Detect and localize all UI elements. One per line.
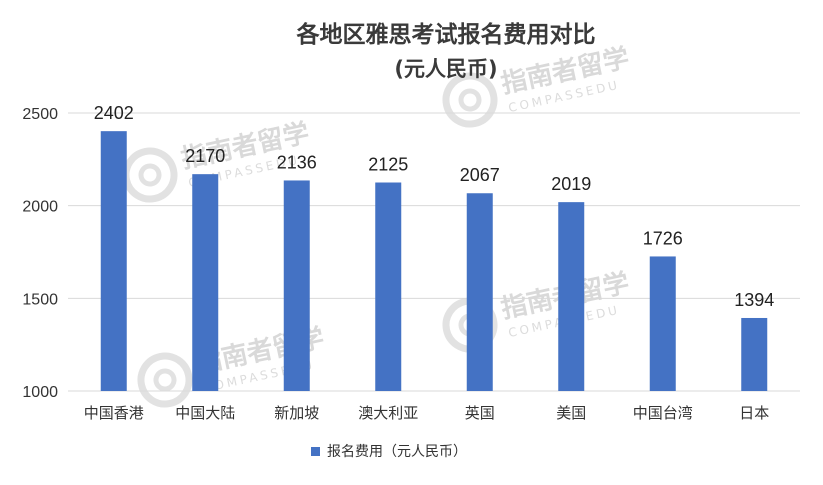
data-labels-group: 2402 2170 2136 2125 2067 2019 1726 1394 [94,103,775,310]
chart-title: 各地区雅思考试报名费用对比 [296,21,596,48]
x-category-label: 中国大陆 [175,404,235,422]
bar [375,182,402,391]
x-category-label: 英国 [465,404,495,422]
y-tick-label: 1500 [22,291,58,308]
y-axis-ticks: 1000 1500 2000 2500 [22,106,58,401]
bars-group [100,131,768,392]
x-category-label: 日本 [739,404,769,422]
x-category-label: 美国 [556,404,586,422]
data-label: 2136 [277,152,317,172]
bar [100,131,127,392]
data-label: 2402 [94,103,134,123]
legend-label: 报名费用（元人民币） [327,444,467,460]
bar [283,180,310,391]
x-category-label: 澳大利亚 [358,404,418,422]
y-tick-label: 2000 [22,199,58,216]
x-category-label: 新加坡 [274,404,319,422]
x-category-label: 中国香港 [84,404,144,422]
data-label: 1726 [643,228,683,248]
gridlines [68,112,800,392]
data-label: 2019 [551,174,591,194]
x-axis-categories: 中国香港 中国大陆 新加坡 澳大利亚 英国 美国 中国台湾 日本 [84,404,770,422]
legend: 报名费用（元人民币） [311,444,467,460]
bar [466,193,493,391]
data-label: 2170 [185,146,225,166]
bar [741,317,768,391]
data-label: 2067 [460,165,500,185]
bar [192,174,219,391]
x-category-label: 中国台湾 [633,404,693,422]
y-tick-label: 1000 [22,384,58,401]
data-label: 2125 [368,155,408,175]
chart-subtitle: (元人民币) [394,57,497,81]
bar [649,256,676,391]
data-label: 1394 [734,290,774,310]
bar [558,202,585,391]
legend-swatch [311,447,320,456]
y-tick-label: 2500 [22,106,58,123]
